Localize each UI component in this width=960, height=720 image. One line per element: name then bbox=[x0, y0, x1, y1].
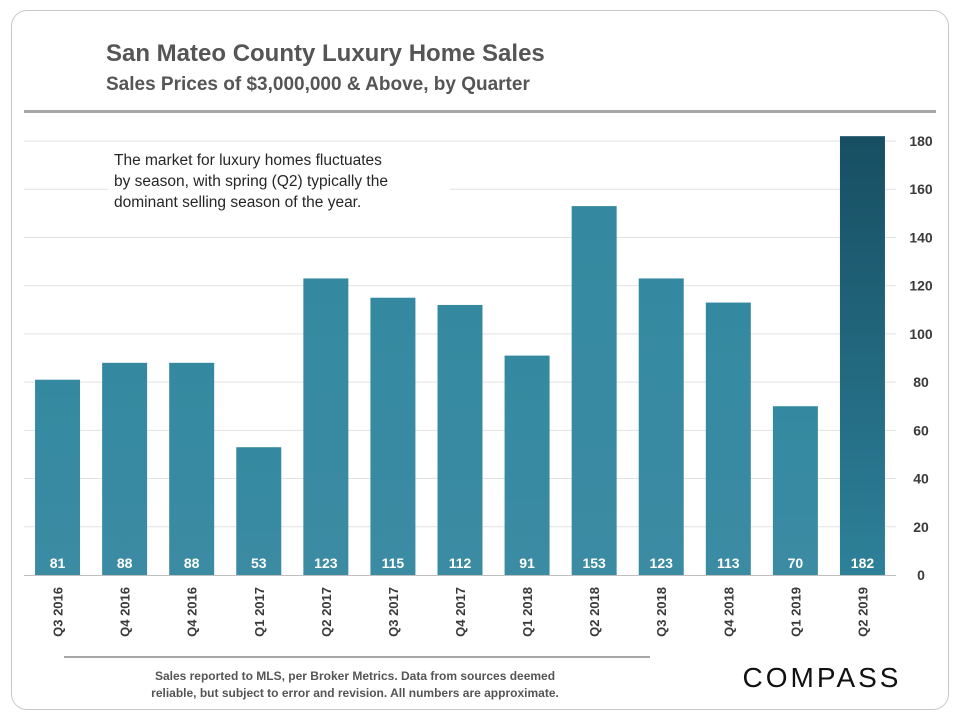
compass-logo: COMPASS bbox=[743, 662, 902, 693]
x-tick-label: Q2 2019 bbox=[855, 587, 870, 637]
bar-value-label: 81 bbox=[50, 555, 66, 571]
header-divider bbox=[24, 110, 936, 113]
x-tick-label: Q1 2018 bbox=[520, 587, 535, 637]
bar-value-label: 182 bbox=[851, 555, 875, 571]
y-tick-label: 60 bbox=[913, 422, 929, 438]
y-tick-label: 0 bbox=[917, 567, 925, 583]
source-footnote: Sales reported to MLS, per Broker Metric… bbox=[100, 668, 610, 702]
x-axis-labels: Q3 2016 Q4 2016 Q4 2016 Q1 2017 Q2 2017 Q3 20… bbox=[51, 587, 871, 637]
x-tick-label: Q4 2018 bbox=[721, 587, 736, 637]
footnote-line-2: reliable, but subject to error and revis… bbox=[151, 686, 559, 700]
logo-text: COMPASS bbox=[743, 662, 902, 693]
x-tick-label: Q4 2017 bbox=[453, 587, 468, 637]
value-labels: 81 88 88 53 123 115 112 91 153 123 113 70 182 bbox=[50, 555, 875, 571]
bar bbox=[638, 278, 684, 575]
y-tick-label: 80 bbox=[913, 374, 929, 390]
y-axis-labels: 0 20 40 60 80 100 120 140 160 180 bbox=[909, 133, 933, 583]
bar bbox=[169, 362, 215, 575]
bar bbox=[236, 447, 282, 575]
bar bbox=[839, 136, 885, 575]
bar bbox=[571, 206, 617, 575]
annotation-line-3: dominant selling season of the year. bbox=[114, 194, 362, 211]
y-tick-label: 120 bbox=[909, 278, 933, 294]
bar bbox=[772, 406, 818, 575]
bar-value-label: 70 bbox=[788, 555, 804, 571]
y-tick-label: 180 bbox=[909, 133, 933, 149]
bar bbox=[35, 379, 81, 575]
y-tick-label: 20 bbox=[913, 519, 929, 535]
x-tick-label: Q3 2016 bbox=[51, 587, 66, 637]
x-tick-label: Q3 2017 bbox=[386, 587, 401, 637]
x-tick-label: Q1 2017 bbox=[252, 587, 267, 637]
bar-value-label: 91 bbox=[519, 555, 535, 571]
bar-value-label: 123 bbox=[314, 555, 338, 571]
bar bbox=[705, 302, 751, 575]
y-tick-label: 100 bbox=[909, 326, 933, 342]
bar-value-label: 123 bbox=[650, 555, 674, 571]
x-tick-label: Q2 2017 bbox=[319, 587, 334, 637]
bar-value-label: 115 bbox=[382, 555, 405, 571]
bar bbox=[504, 355, 550, 575]
y-tick-label: 160 bbox=[909, 181, 933, 197]
bar-value-label: 153 bbox=[582, 555, 606, 571]
bar-value-label: 88 bbox=[184, 555, 200, 571]
x-tick-label: Q1 2019 bbox=[788, 587, 803, 637]
footer-divider bbox=[64, 656, 650, 658]
annotation-line-2: by season, with spring (Q2) typically th… bbox=[114, 173, 388, 190]
y-tick-label: 40 bbox=[913, 471, 929, 487]
bar-value-label: 113 bbox=[717, 555, 740, 571]
bar-value-label: 53 bbox=[251, 555, 267, 571]
chart-subtitle: Sales Prices of $3,000,000 & Above, by Q… bbox=[106, 74, 530, 95]
bar bbox=[303, 278, 349, 575]
bar bbox=[102, 362, 148, 575]
bar bbox=[370, 297, 416, 575]
chart-annotation: The market for luxury homes fluctuates b… bbox=[108, 148, 450, 215]
y-tick-label: 140 bbox=[909, 229, 933, 245]
x-tick-label: Q4 2016 bbox=[118, 587, 133, 637]
x-tick-label: Q4 2016 bbox=[185, 587, 200, 637]
bar-value-label: 112 bbox=[449, 555, 472, 571]
bar bbox=[437, 304, 483, 575]
footnote-line-1: Sales reported to MLS, per Broker Metric… bbox=[154, 669, 556, 683]
slide-frame bbox=[11, 10, 949, 710]
bars bbox=[35, 136, 885, 575]
annotation-line-1: The market for luxury homes fluctuates bbox=[114, 152, 382, 169]
x-tick-label: Q2 2018 bbox=[587, 587, 602, 637]
bar-value-label: 88 bbox=[117, 555, 133, 571]
chart-title: San Mateo County Luxury Home Sales bbox=[106, 40, 545, 67]
x-tick-label: Q3 2018 bbox=[654, 587, 669, 637]
